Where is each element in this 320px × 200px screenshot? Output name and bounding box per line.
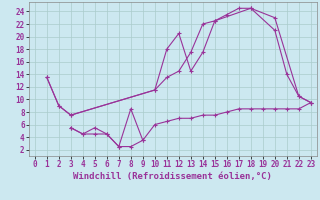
X-axis label: Windchill (Refroidissement éolien,°C): Windchill (Refroidissement éolien,°C) bbox=[73, 172, 272, 181]
